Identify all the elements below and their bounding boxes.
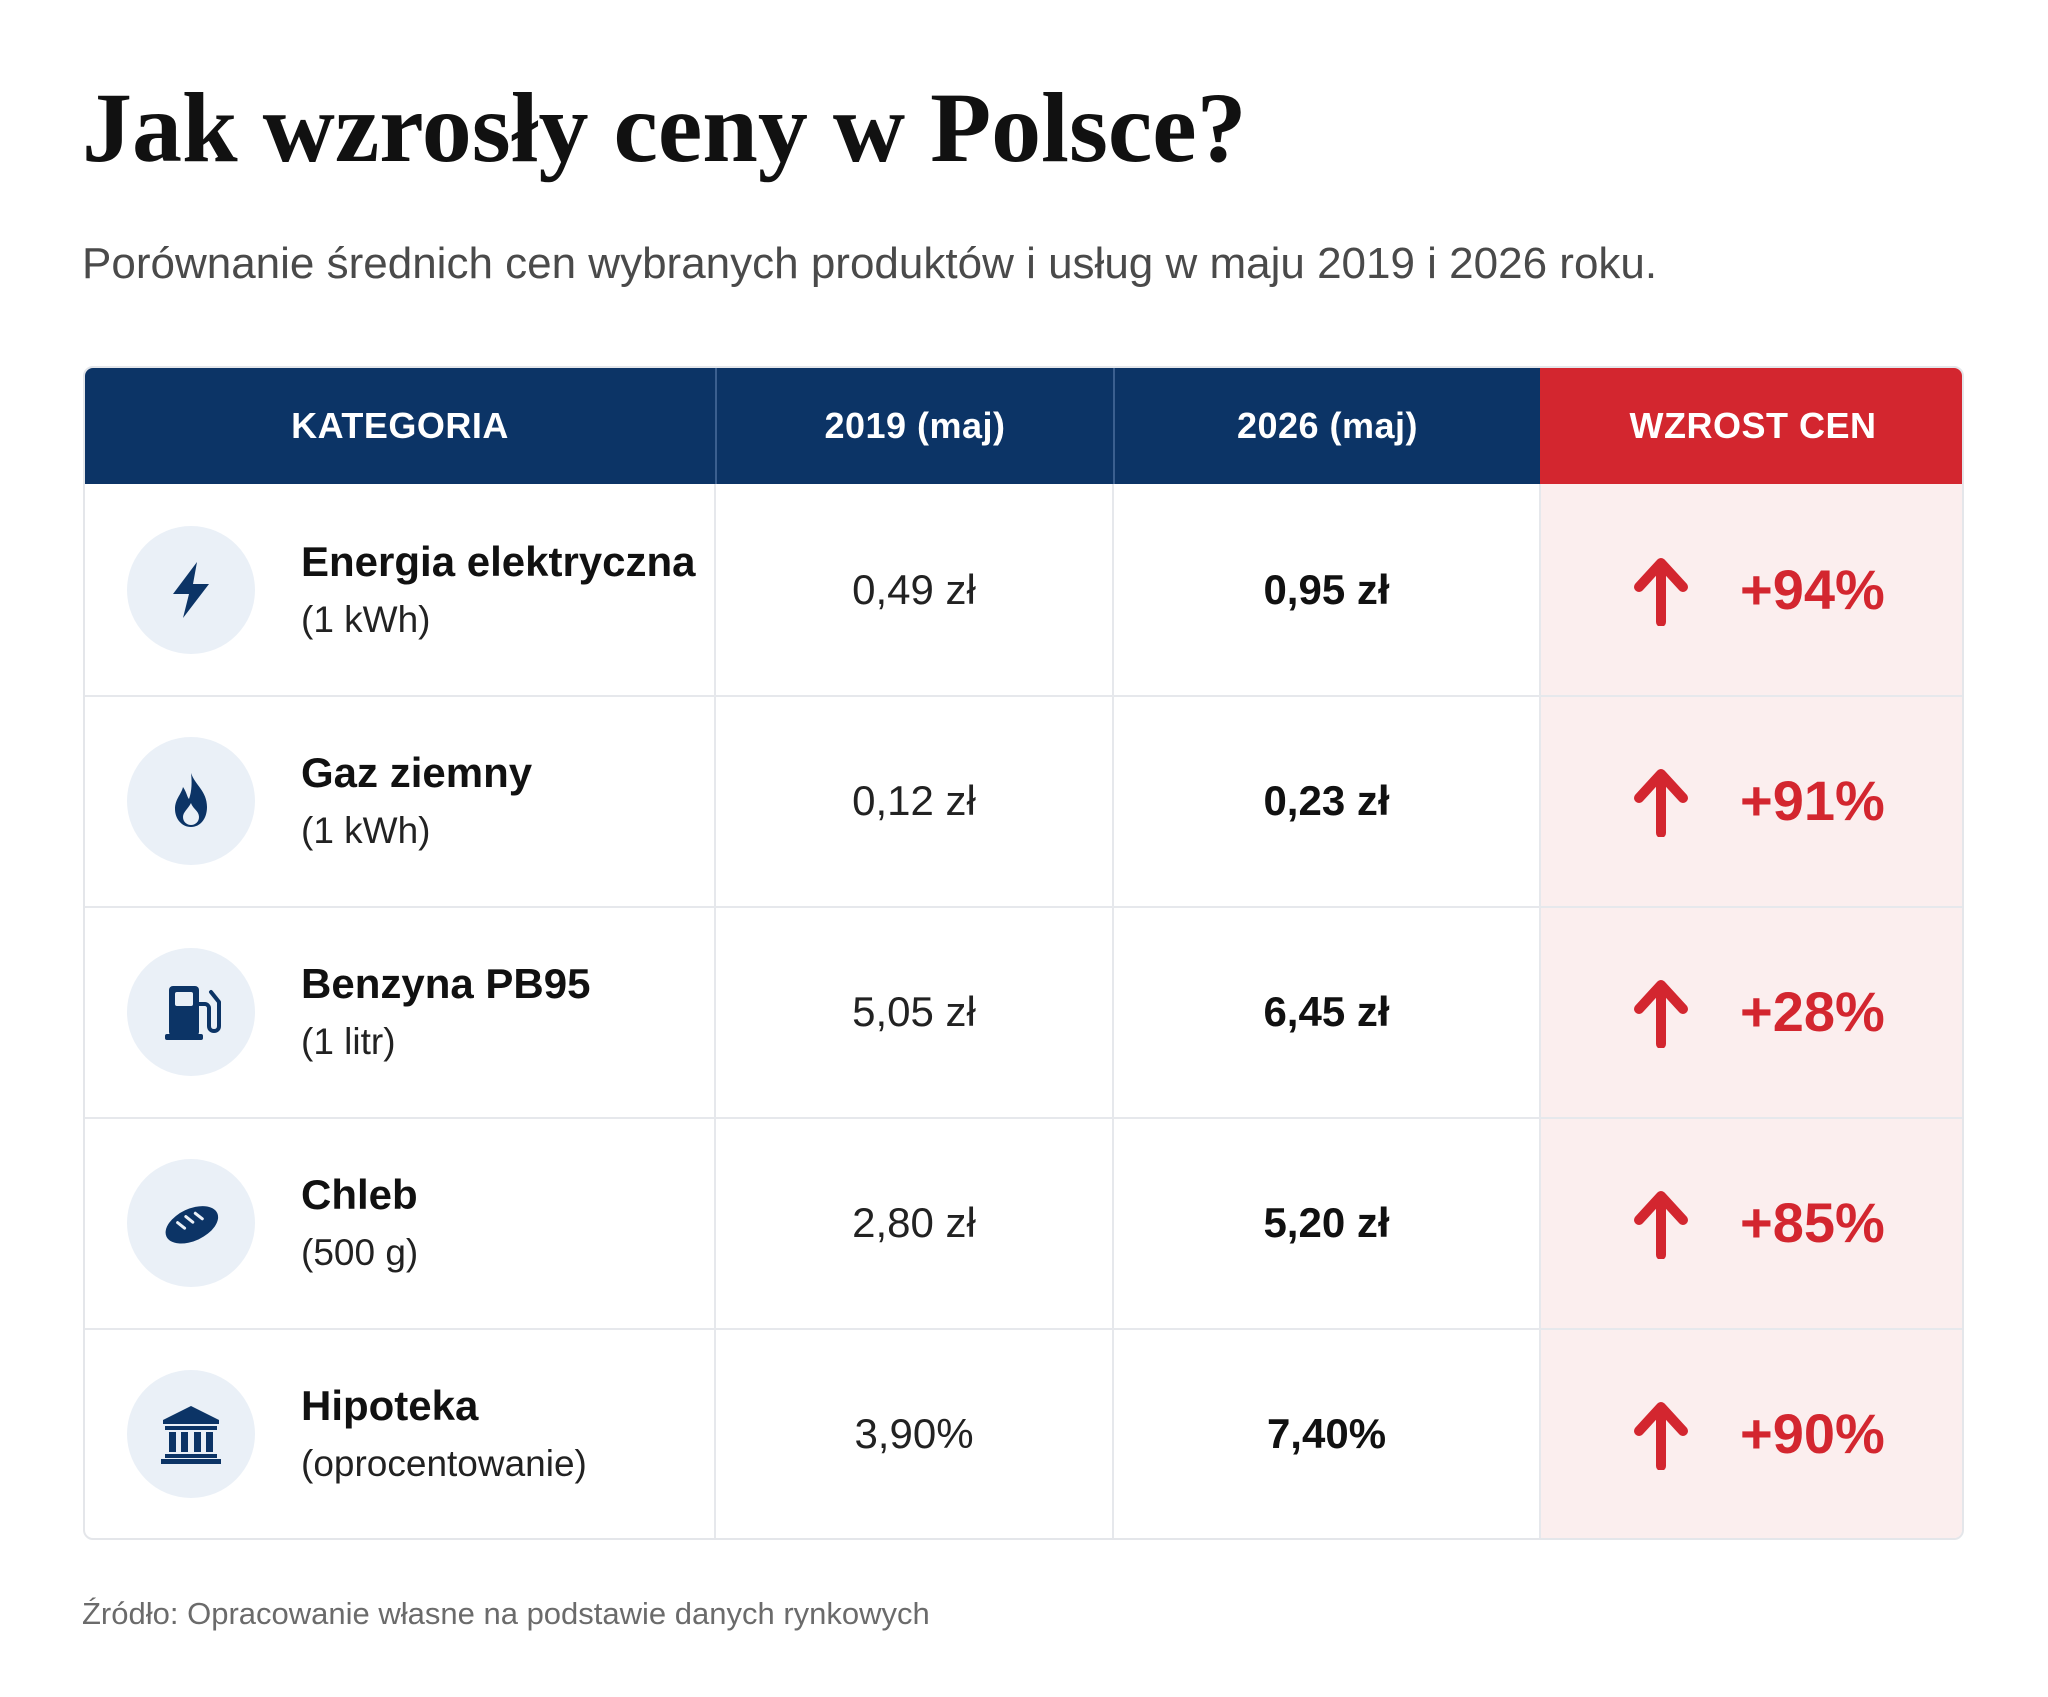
- price-2019: 0,49 zł: [852, 565, 976, 613]
- price-2026: 0,23 zł: [1263, 776, 1390, 824]
- row-divider: [85, 906, 1962, 908]
- price-2019: 3,90%: [854, 1409, 974, 1457]
- growth-percent: +94%: [1740, 558, 1885, 621]
- category-unit: (1 kWh): [301, 810, 431, 851]
- price-2019: 5,05 zł: [852, 987, 976, 1035]
- bread-icon: [127, 1159, 255, 1287]
- page-subtitle: Porównanie średnich cen wybranych produk…: [82, 239, 1658, 288]
- category-unit: (oprocentowanie): [301, 1443, 587, 1484]
- table-row: Energia elektryczna (1 kWh) 0,49 zł 0,95…: [85, 484, 1962, 695]
- arrow-up-icon: [1634, 558, 1688, 626]
- price-2026: 0,95 zł: [1263, 565, 1390, 613]
- category-name: Energia elektryczna: [301, 538, 696, 585]
- growth-cell: +85%: [1540, 1117, 1962, 1328]
- lightning-icon: [127, 526, 255, 654]
- table-row: Benzyna PB95 (1 litr) 5,05 zł 6,45 zł +2…: [85, 906, 1962, 1117]
- arrow-up-icon: [1634, 1402, 1688, 1470]
- category-unit: (1 kWh): [301, 599, 431, 640]
- flame-icon: [127, 737, 255, 865]
- table-row: Hipoteka (oprocentowanie) 3,90% 7,40% +9…: [85, 1328, 1962, 1538]
- growth-column-background: [1540, 484, 1962, 1538]
- header-2019: 2019 (maj): [715, 368, 1113, 484]
- category-unit: (500 g): [301, 1232, 419, 1273]
- growth-percent: +85%: [1740, 1191, 1885, 1254]
- price-2026: 7,40%: [1266, 1409, 1387, 1457]
- growth-percent: +90%: [1740, 1402, 1885, 1465]
- arrow-up-icon: [1634, 980, 1688, 1048]
- growth-percent: +91%: [1740, 769, 1885, 832]
- row-divider: [85, 1117, 1962, 1119]
- growth-cell: +28%: [1540, 906, 1962, 1117]
- column-divider: [1539, 484, 1541, 1538]
- price-comparison-table: KATEGORIA 2019 (maj) 2026 (maj) WZROST C…: [83, 366, 1964, 1540]
- row-divider: [85, 695, 1962, 697]
- header-category: KATEGORIA: [85, 368, 715, 484]
- price-2019: 2,80 zł: [852, 1198, 976, 1246]
- category-name: Benzyna PB95: [301, 960, 591, 1007]
- page-title: Jak wzrosły ceny w Polsce?: [82, 72, 1247, 183]
- source-note: Źródło: Opracowanie własne na podstawie …: [82, 1596, 930, 1631]
- category-name: Hipoteka: [301, 1382, 479, 1429]
- arrow-up-icon: [1634, 1191, 1688, 1259]
- growth-cell: +91%: [1540, 695, 1962, 906]
- category-unit: (1 litr): [301, 1021, 396, 1062]
- category-name: Chleb: [301, 1171, 418, 1218]
- header-2026: 2026 (maj): [1113, 368, 1540, 484]
- header-growth: WZROST CEN: [1540, 368, 1962, 484]
- table-row: Chleb (500 g) 2,80 zł 5,20 zł +85%: [85, 1117, 1962, 1328]
- row-divider: [85, 1328, 1962, 1330]
- column-divider: [1112, 484, 1114, 1538]
- category-name: Gaz ziemny: [301, 749, 533, 796]
- column-divider: [714, 484, 716, 1538]
- growth-cell: +94%: [1540, 484, 1962, 695]
- bank-icon: [127, 1370, 255, 1498]
- growth-percent: +28%: [1740, 980, 1885, 1043]
- fuel-pump-icon: [127, 948, 255, 1076]
- price-2019: 0,12 zł: [852, 776, 976, 824]
- growth-cell: +90%: [1540, 1328, 1962, 1538]
- price-2026: 6,45 zł: [1263, 987, 1390, 1035]
- table-row: Gaz ziemny (1 kWh) 0,12 zł 0,23 zł +91%: [85, 695, 1962, 906]
- price-2026: 5,20 zł: [1263, 1198, 1390, 1246]
- arrow-up-icon: [1634, 769, 1688, 837]
